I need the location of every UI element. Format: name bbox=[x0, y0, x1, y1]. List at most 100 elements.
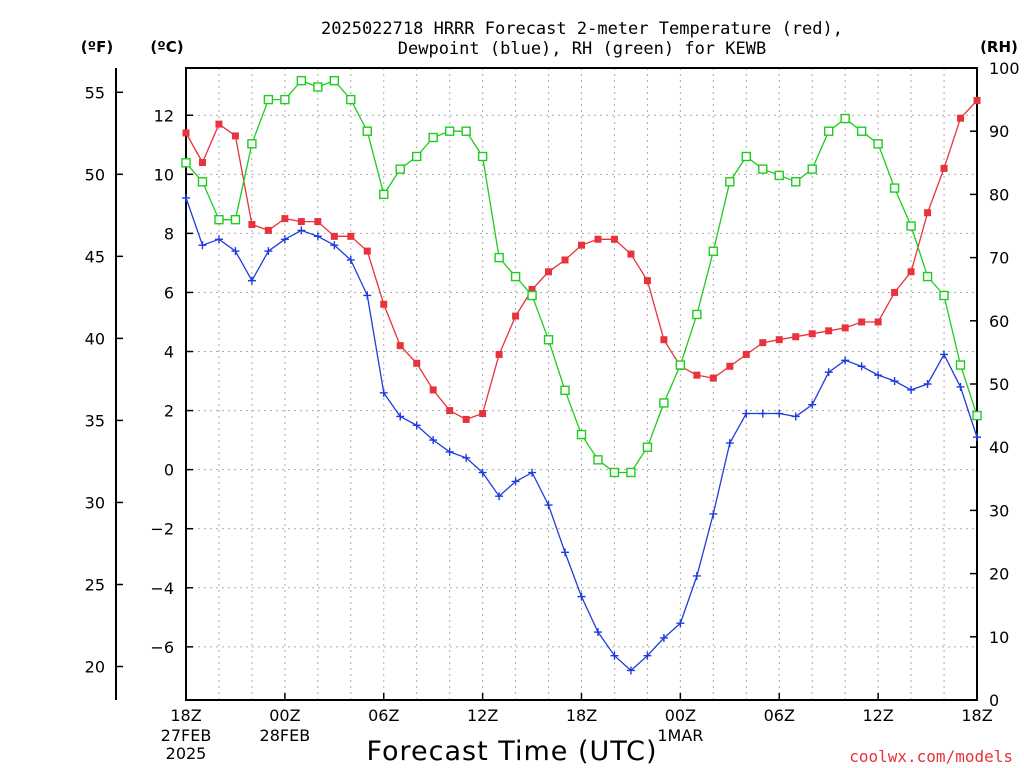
rh-point bbox=[593, 455, 603, 465]
temperature-point bbox=[281, 215, 289, 223]
rh-point bbox=[412, 151, 422, 162]
celsius-tick-label: 2 bbox=[164, 402, 174, 421]
dewpoint-point bbox=[445, 447, 454, 456]
rh-tick-label: 100 bbox=[989, 59, 1020, 78]
rh-tick-label: 30 bbox=[989, 501, 1009, 520]
fahrenheit-axis-label: (ºF) bbox=[81, 38, 113, 56]
celsius-tick-label: 0 bbox=[164, 461, 174, 480]
celsius-tick-label: −6 bbox=[150, 638, 174, 657]
rh-point bbox=[889, 183, 900, 193]
temperature-line bbox=[185, 100, 978, 421]
rh-point bbox=[692, 309, 702, 320]
dewpoint-point bbox=[775, 409, 784, 418]
rh-point bbox=[758, 164, 768, 174]
rh-ticks: 0 10 20 30 40 50 60 70 80 90 100 bbox=[970, 59, 1020, 710]
rh-point bbox=[362, 126, 372, 136]
rh-point bbox=[230, 214, 241, 225]
dewpoint-point bbox=[214, 235, 223, 244]
temperature-point bbox=[215, 120, 223, 128]
rh-point bbox=[494, 252, 504, 263]
rh-tick-label: 0 bbox=[989, 691, 999, 710]
temperature-point bbox=[775, 336, 783, 344]
x-ticks: 18Z 00Z 06Z 12Z 18Z 00Z 06Z 12Z 18Z27FEB202528FE… bbox=[161, 693, 993, 763]
rh-point bbox=[659, 398, 669, 408]
fahrenheit-tick-label: 50 bbox=[85, 165, 105, 184]
celsius-tick-label: 4 bbox=[164, 343, 174, 362]
temperature-point bbox=[248, 221, 256, 229]
dewpoint-point bbox=[626, 666, 635, 675]
dewpoint-point bbox=[791, 412, 800, 421]
temperature-point bbox=[413, 359, 421, 367]
rh-tick-label: 10 bbox=[989, 628, 1009, 647]
rh-axis-label: (RH) bbox=[980, 38, 1018, 56]
rh-point bbox=[379, 189, 389, 200]
dewpoint-point bbox=[346, 255, 355, 264]
rh-point bbox=[329, 75, 340, 86]
dewpoint-point bbox=[610, 651, 619, 660]
dewpoint-point bbox=[725, 439, 734, 448]
rh-point bbox=[955, 360, 966, 370]
celsius-tick-label: 8 bbox=[164, 224, 174, 243]
chart-title-line-1: 2025022718 HRRR Forecast 2-meter Tempera… bbox=[321, 19, 843, 39]
x-tick-label: 06Z bbox=[764, 706, 795, 725]
dewpoint-point bbox=[808, 400, 817, 409]
x-date-label: 28FEB bbox=[260, 726, 311, 745]
rh-tick-label: 70 bbox=[989, 249, 1009, 268]
fahrenheit-tick-label: 25 bbox=[85, 575, 105, 594]
dewpoint-point bbox=[973, 433, 981, 442]
temperature-point bbox=[396, 342, 404, 350]
x-tick-label: 18Z bbox=[170, 706, 201, 725]
chart-title-line-2: Dewpoint (blue), RH (green) for KEWB bbox=[398, 39, 766, 59]
temperature-point bbox=[759, 339, 767, 347]
x-tick-label: 00Z bbox=[665, 706, 696, 725]
dewpoint-point bbox=[313, 232, 322, 241]
dewpoint-point bbox=[528, 468, 537, 477]
temperature-point bbox=[709, 374, 717, 382]
temperature-point bbox=[627, 250, 635, 258]
temperature-point bbox=[495, 350, 503, 358]
temperature-point bbox=[363, 247, 371, 255]
temperature-point bbox=[380, 300, 388, 308]
temperature-point bbox=[610, 235, 618, 243]
grid bbox=[186, 68, 977, 700]
x-date-label: 1MAR bbox=[657, 726, 703, 745]
dewpoint-point bbox=[495, 492, 504, 501]
rh-point bbox=[197, 177, 208, 187]
rh-point bbox=[461, 126, 471, 136]
fahrenheit-tick-label: 55 bbox=[85, 83, 105, 102]
rh-point bbox=[972, 410, 982, 421]
temperature-point bbox=[957, 114, 965, 122]
rh-point bbox=[444, 126, 455, 136]
celsius-tick-label: −2 bbox=[150, 520, 174, 539]
fahrenheit-tick-label: 40 bbox=[85, 329, 105, 348]
x-tick-label: 00Z bbox=[269, 706, 300, 725]
rh-point bbox=[346, 94, 356, 105]
rh-point bbox=[510, 271, 521, 282]
dewpoint-point bbox=[841, 356, 850, 365]
temperature-point bbox=[973, 96, 981, 104]
temperature-point bbox=[512, 312, 520, 320]
temperature-point bbox=[429, 386, 437, 394]
dewpoint-point bbox=[907, 385, 916, 394]
rh-point bbox=[181, 158, 191, 168]
temperature-series bbox=[182, 96, 981, 423]
x-tick-label: 12Z bbox=[862, 706, 893, 725]
rh-point bbox=[395, 164, 405, 174]
temperature-point bbox=[198, 159, 206, 167]
dewpoint-point bbox=[643, 651, 652, 660]
dewpoint-point bbox=[280, 235, 289, 244]
fahrenheit-ticks: 20 25 30 35 40 45 50 55 bbox=[85, 83, 123, 677]
rh-point bbox=[642, 442, 653, 452]
celsius-tick-label: −4 bbox=[150, 579, 174, 598]
temperature-point bbox=[825, 327, 833, 335]
dewpoint-point bbox=[182, 193, 190, 202]
rh-point bbox=[247, 139, 257, 149]
dewpoint-point bbox=[429, 436, 438, 445]
celsius-tick-label: 6 bbox=[164, 283, 174, 302]
dewpoint-point bbox=[940, 350, 949, 359]
temperature-point bbox=[693, 371, 701, 379]
rh-point bbox=[922, 271, 933, 282]
fahrenheit-tick-label: 30 bbox=[85, 493, 105, 512]
temperature-point bbox=[874, 318, 882, 326]
temperature-point bbox=[594, 235, 602, 243]
